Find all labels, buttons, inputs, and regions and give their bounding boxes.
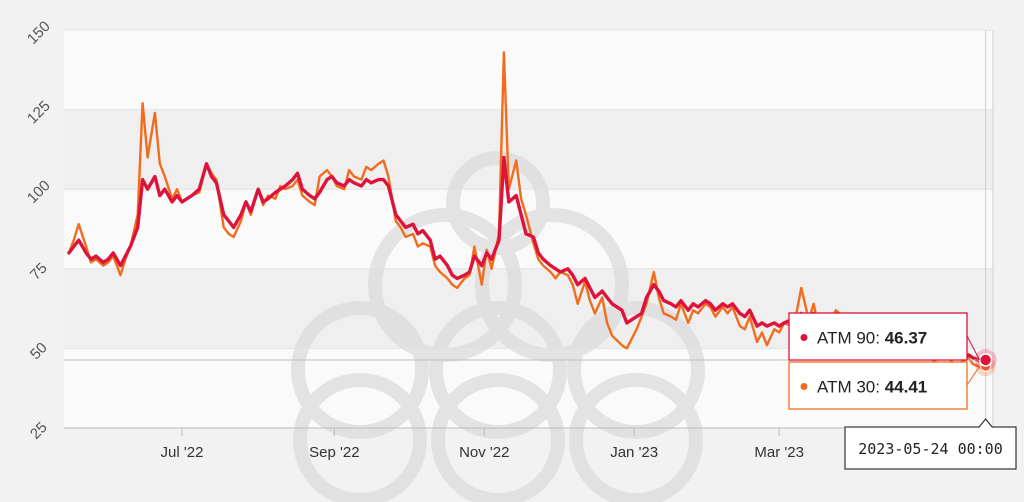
y-tick-label: 125 — [24, 98, 54, 128]
tooltip-text: ATM 30: 44.41 — [817, 378, 927, 397]
y-tick-label: 100 — [24, 177, 54, 207]
tooltip-dot — [800, 334, 808, 341]
tooltip-text: ATM 90: 46.37 — [817, 329, 927, 348]
tooltip-item-atm-90: ATM 90: 46.37 — [788, 312, 968, 361]
tooltip-series-value: 46.37 — [885, 329, 928, 348]
x-tick-label: Nov '22 — [459, 444, 509, 461]
tooltip-box — [788, 361, 968, 410]
tooltip-date-box: 2023-05-24 00:00 — [844, 418, 1017, 470]
tooltip-date: 2023-05-24 00:00 — [858, 440, 1003, 458]
y-tick-label: 50 — [27, 339, 51, 363]
tooltip-connector — [966, 365, 981, 386]
y-tick-label: 75 — [27, 260, 51, 284]
tooltip-series-name: ATM 30: — [817, 378, 885, 397]
y-axis: 25 50 75 100 125 150 — [24, 18, 54, 443]
x-tick-label: Sep '22 — [309, 444, 359, 461]
marker-atm-90 — [978, 353, 993, 367]
x-tick-label: Jan '23 — [610, 444, 658, 461]
tooltip-dot — [800, 383, 808, 390]
plot-band — [64, 30, 993, 110]
y-tick-label: 25 — [27, 419, 51, 443]
tooltip-series-name: ATM 90: — [817, 329, 885, 348]
tooltip-connector — [966, 335, 981, 361]
tooltip-item-atm-30: ATM 30: 44.41 — [788, 361, 968, 410]
tooltip-series-value: 44.41 — [885, 378, 928, 397]
date-box-pointer — [978, 418, 994, 428]
x-axis: Jul '22 Sep '22 Nov '22 Jan '23 Mar '23 — [64, 30, 994, 461]
y-tick-label: 150 — [24, 18, 54, 48]
tooltip: ATM 90: 46.37 ATM 30: 44.41 2023-05-24 00:… — [788, 312, 1017, 470]
date-box — [844, 426, 1017, 470]
watermark-logo — [291, 151, 705, 502]
x-tick-label: Jul '22 — [161, 444, 204, 461]
x-tick-label: Mar '23 — [754, 444, 804, 461]
